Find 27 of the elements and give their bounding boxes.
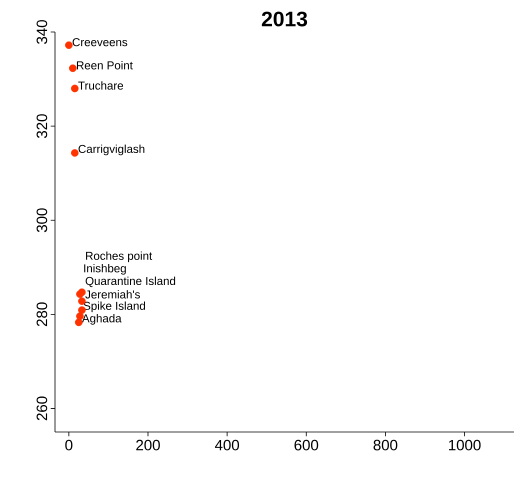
annotation: Aghada bbox=[82, 314, 122, 325]
annotation: Inishbeg bbox=[84, 264, 126, 275]
x-tick-label: 400 bbox=[214, 440, 240, 450]
y-tick-label: 340 bbox=[36, 20, 48, 44]
y-tick-label: 260 bbox=[36, 396, 48, 420]
annotation: Reen Point bbox=[76, 61, 133, 70]
annotation: Carrigviglash bbox=[78, 144, 144, 156]
annotation: Spike Island bbox=[84, 301, 146, 312]
annotation: Jeremiah's bbox=[85, 290, 140, 299]
x-tick-label: 1000 bbox=[449, 440, 481, 450]
x-tick-label: 200 bbox=[136, 440, 160, 450]
point bbox=[69, 64, 77, 72]
annotation: Truchare bbox=[78, 81, 124, 90]
x-tick-label: 0 bbox=[65, 440, 72, 450]
annotation: Quarantine Island bbox=[86, 276, 176, 288]
y-tick-label: 320 bbox=[36, 114, 48, 138]
annotation: Creeveens bbox=[72, 38, 128, 46]
point bbox=[70, 149, 79, 157]
y-tick-label: 280 bbox=[36, 302, 48, 326]
annotation: Roches point bbox=[86, 251, 152, 262]
x-tick-label: 800 bbox=[374, 440, 398, 450]
point bbox=[65, 41, 73, 49]
point bbox=[70, 84, 79, 92]
y-tick-label: 300 bbox=[36, 208, 48, 232]
x-tick-label: 600 bbox=[294, 440, 318, 450]
chart-title: 2013 bbox=[262, 12, 308, 26]
point bbox=[74, 318, 83, 326]
